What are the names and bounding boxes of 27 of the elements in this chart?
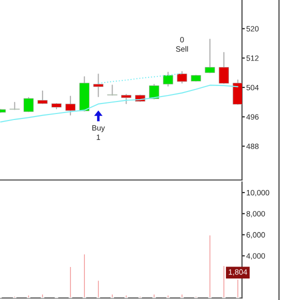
bar (40, 293, 44, 298)
bar (222, 264, 226, 298)
bar (124, 294, 128, 298)
candlestick (204, 38, 216, 74)
bar (12, 295, 16, 298)
bar (138, 295, 142, 298)
bar (194, 295, 198, 298)
bar (180, 293, 184, 298)
bar (26, 294, 30, 298)
bar (96, 279, 100, 298)
bar (110, 293, 114, 298)
candlestick (24, 97, 34, 112)
candlestick (176, 71, 188, 84)
candlestick (65, 96, 76, 116)
candlestick (162, 72, 174, 87)
bar (68, 266, 72, 298)
candlestick (93, 74, 104, 98)
bar (152, 293, 156, 298)
candlestick (149, 84, 160, 100)
bar (166, 294, 170, 298)
candlestick (218, 52, 229, 84)
bar (82, 253, 86, 298)
candlestick (107, 84, 118, 96)
bar (208, 234, 212, 298)
bar (236, 278, 240, 298)
candlestick (37, 90, 48, 104)
candlestick (121, 94, 132, 104)
